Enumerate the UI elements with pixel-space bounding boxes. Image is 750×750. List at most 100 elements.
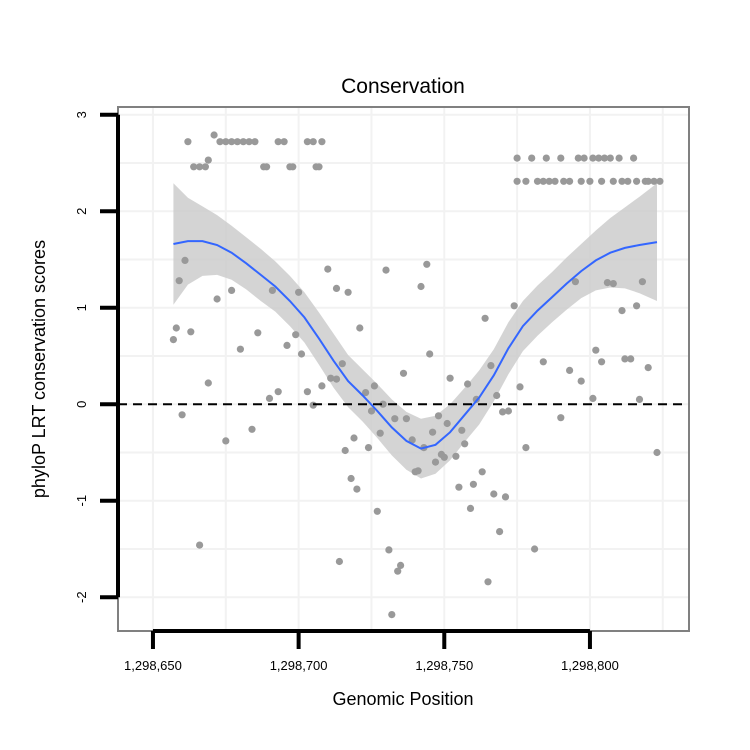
data-point bbox=[251, 138, 259, 146]
data-point bbox=[522, 444, 530, 452]
data-point bbox=[487, 362, 495, 370]
y-tick-label: -1 bbox=[74, 495, 89, 507]
data-point bbox=[606, 154, 614, 162]
data-point bbox=[228, 138, 236, 146]
data-point bbox=[531, 545, 539, 553]
data-point bbox=[263, 163, 271, 171]
data-point bbox=[318, 138, 326, 146]
data-point bbox=[362, 389, 370, 397]
data-point bbox=[376, 429, 384, 437]
data-point bbox=[382, 266, 390, 274]
data-point bbox=[335, 557, 343, 566]
data-point bbox=[615, 154, 623, 162]
data-point bbox=[402, 415, 410, 423]
data-point bbox=[280, 138, 288, 146]
data-point bbox=[318, 382, 326, 390]
data-point bbox=[408, 436, 416, 444]
data-point bbox=[426, 350, 434, 358]
y-tick-label: 1 bbox=[74, 304, 89, 311]
data-point bbox=[201, 163, 209, 171]
data-point bbox=[228, 286, 236, 294]
data-point bbox=[603, 279, 612, 287]
data-point bbox=[443, 419, 451, 428]
data-point bbox=[592, 346, 600, 354]
data-point bbox=[283, 341, 291, 349]
data-point bbox=[388, 611, 396, 619]
data-point bbox=[190, 163, 198, 171]
data-point bbox=[373, 507, 381, 515]
data-point bbox=[452, 452, 460, 460]
data-point bbox=[175, 277, 183, 285]
data-point bbox=[397, 561, 405, 570]
x-tick-label: 1,298,800 bbox=[561, 658, 619, 673]
plot-panel bbox=[118, 107, 689, 631]
data-point bbox=[580, 154, 588, 162]
data-point bbox=[461, 440, 469, 448]
data-point bbox=[423, 260, 431, 268]
data-point bbox=[516, 383, 524, 391]
data-point bbox=[303, 388, 311, 396]
data-point bbox=[469, 480, 477, 488]
data-point bbox=[504, 407, 512, 415]
data-point bbox=[478, 468, 486, 476]
data-point bbox=[353, 485, 361, 493]
data-point bbox=[560, 177, 568, 185]
data-point bbox=[618, 177, 626, 185]
data-point bbox=[644, 364, 652, 372]
x-axis-title: Genomic Position bbox=[332, 689, 473, 709]
data-point bbox=[630, 154, 638, 162]
data-point bbox=[213, 295, 221, 303]
data-point bbox=[533, 177, 542, 185]
data-point bbox=[434, 412, 443, 420]
data-point bbox=[292, 331, 300, 339]
data-point bbox=[268, 286, 276, 294]
data-point bbox=[429, 428, 437, 436]
data-point bbox=[391, 415, 399, 423]
data-point bbox=[289, 163, 297, 171]
data-point bbox=[350, 434, 358, 442]
data-point bbox=[577, 377, 585, 385]
data-point bbox=[644, 177, 652, 185]
data-point bbox=[466, 504, 475, 512]
data-point bbox=[417, 282, 425, 291]
data-point bbox=[315, 163, 323, 171]
data-point bbox=[638, 278, 647, 286]
data-point bbox=[650, 177, 658, 185]
data-point bbox=[557, 154, 565, 162]
data-point bbox=[297, 350, 306, 358]
data-point bbox=[364, 444, 373, 452]
data-point bbox=[394, 567, 402, 575]
data-point bbox=[172, 324, 180, 332]
data-point bbox=[341, 446, 349, 455]
data-point bbox=[577, 177, 585, 185]
data-point bbox=[210, 131, 218, 139]
data-point bbox=[196, 163, 204, 171]
data-point bbox=[609, 177, 617, 185]
data-point bbox=[586, 177, 594, 185]
data-point bbox=[455, 483, 463, 491]
data-point bbox=[598, 358, 606, 366]
data-point bbox=[542, 154, 550, 162]
data-point bbox=[574, 154, 582, 162]
data-point bbox=[595, 154, 603, 162]
data-point bbox=[522, 177, 530, 185]
data-point bbox=[481, 314, 489, 322]
data-point bbox=[367, 407, 376, 415]
data-point bbox=[274, 138, 282, 146]
data-point bbox=[233, 138, 241, 146]
data-point bbox=[370, 382, 378, 390]
data-point bbox=[566, 366, 574, 374]
data-point bbox=[598, 177, 606, 185]
data-point bbox=[344, 288, 352, 296]
data-point bbox=[222, 437, 230, 445]
data-point bbox=[254, 329, 262, 337]
data-point bbox=[181, 256, 189, 264]
y-tick-label: 2 bbox=[74, 208, 89, 215]
data-point bbox=[551, 177, 559, 185]
data-point bbox=[566, 177, 574, 185]
data-point bbox=[501, 493, 510, 501]
data-point bbox=[327, 374, 335, 382]
data-point bbox=[656, 177, 664, 185]
data-point bbox=[204, 156, 212, 164]
